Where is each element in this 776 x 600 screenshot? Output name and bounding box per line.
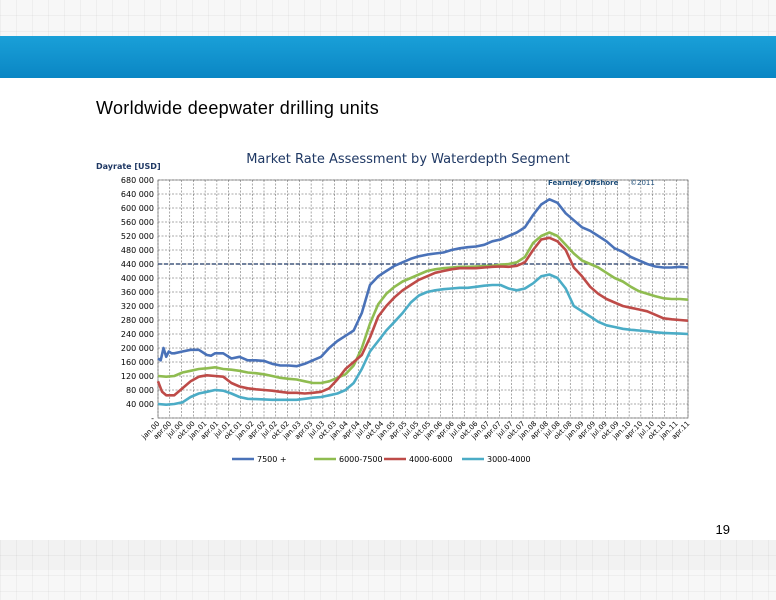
watermark-copyright: ©2011 bbox=[630, 179, 655, 187]
y-tick-label: 280 000 bbox=[121, 316, 154, 325]
y-tick-label: 680 000 bbox=[121, 176, 154, 185]
series-group bbox=[156, 198, 689, 406]
y-tick-label: 560 000 bbox=[121, 218, 154, 227]
chart-title: Market Rate Assessment by Waterdepth Seg… bbox=[246, 152, 570, 167]
y-tick-label: - bbox=[151, 414, 154, 423]
grid bbox=[157, 179, 689, 419]
page-number: 19 bbox=[715, 522, 730, 537]
legend: 7500 + 6000-7500 4000-6000 3000-4000 bbox=[232, 455, 531, 464]
series-line-3 bbox=[156, 236, 689, 397]
y-tick-label: 440 000 bbox=[121, 260, 154, 269]
y-tick-label: 120 000 bbox=[121, 372, 154, 381]
y-tick-label: 80 000 bbox=[126, 386, 154, 395]
legend-label: 6000-7500 bbox=[339, 455, 383, 464]
y-tick-label: 160 000 bbox=[121, 358, 154, 367]
series-line-4 bbox=[157, 273, 689, 406]
title-area bbox=[0, 78, 776, 128]
y-tick-label: 200 000 bbox=[121, 344, 154, 353]
y-tick-label: 240 000 bbox=[121, 330, 154, 339]
legend-label: 3000-4000 bbox=[487, 455, 531, 464]
header-band bbox=[0, 36, 776, 78]
y-tick-label: 520 000 bbox=[121, 232, 154, 241]
slide-title: Worldwide deepwater drilling units bbox=[96, 98, 380, 118]
y-tick-label: 360 000 bbox=[121, 288, 154, 297]
y-tick-label: 320 000 bbox=[121, 302, 154, 311]
series-line-2 bbox=[157, 231, 689, 385]
legend-label: 7500 + bbox=[257, 455, 287, 464]
legend-label: 4000-6000 bbox=[409, 455, 453, 464]
y-tick-label: 640 000 bbox=[121, 190, 154, 199]
y-tick-label: 40 000 bbox=[126, 400, 154, 409]
watermark: Fearnley Offshore ©2011 bbox=[548, 179, 655, 187]
y-tick-label: 480 000 bbox=[121, 246, 154, 255]
y-axis-title: Dayrate [USD] bbox=[96, 162, 161, 171]
y-tick-label: 400 000 bbox=[121, 274, 154, 283]
series-line-1 bbox=[157, 198, 689, 368]
footer-strip bbox=[0, 540, 776, 570]
plot-area bbox=[157, 179, 689, 419]
x-axis-ticks: jan.00apr.00jul.00okt.00jan.01apr.01jul.… bbox=[140, 419, 692, 441]
y-axis-ticks: - 40 000 80 000 120 000 160 000 200 000 240 00… bbox=[121, 176, 154, 423]
y-tick-label: 600 000 bbox=[121, 204, 154, 213]
watermark-brand: Fearnley Offshore bbox=[548, 179, 619, 187]
